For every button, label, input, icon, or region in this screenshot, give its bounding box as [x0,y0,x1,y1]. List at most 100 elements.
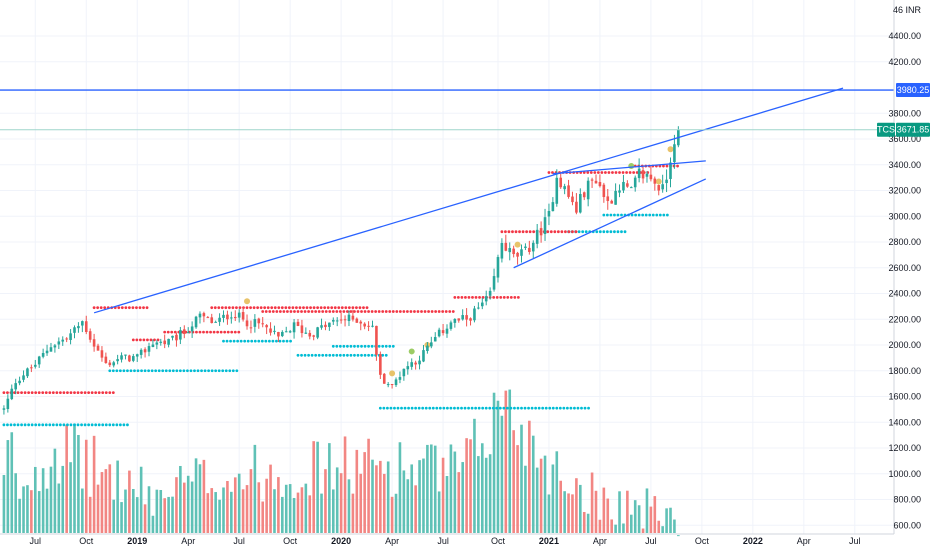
resistance-dot [344,306,348,310]
candle-body [88,331,92,340]
candle-body [629,187,633,189]
candle-body [22,375,25,380]
candle-body [284,331,288,333]
volume-bar [2,475,6,533]
volume-bar [575,478,578,533]
volume-bar [135,497,139,533]
candle-body [300,325,304,334]
trendline[interactable] [552,160,706,175]
support-dot [620,213,623,217]
last-price-badge-bg [896,122,930,137]
volume-bar [194,458,198,533]
signal-dot [408,348,415,355]
resistance-dot [405,310,409,313]
volume-bar [504,390,508,533]
x-tick-label: Apr [797,536,811,546]
support-dot [16,423,20,427]
signal-dot [244,298,251,305]
y-tick-label: 2800.00 [888,237,921,247]
candle-layer [2,126,680,415]
candle-body [582,192,586,198]
resistance-dot [135,338,139,342]
candle-body [49,347,53,352]
candle-body [551,202,555,212]
resistance-dot [282,310,286,313]
volume-bar [320,493,323,533]
resistance-dot [377,310,381,313]
candle-body [92,339,96,347]
support-dot [108,423,112,427]
volume-layer [2,389,680,537]
y-tick-label: 3600.00 [888,134,921,144]
trendline[interactable] [513,178,707,269]
resistance-dot [564,230,567,234]
volume-bar [508,389,512,533]
support-dot [576,406,580,410]
resistance-dot [142,306,145,310]
resistance-dot [277,306,281,310]
resistance-dot [625,171,628,174]
volume-bar [288,484,292,533]
trendline-layer[interactable] [0,87,894,314]
volume-bar [602,487,606,533]
resistance-dot [420,310,423,313]
volume-bar [41,468,45,533]
candle-body [559,177,563,188]
volume-bar [637,505,641,533]
support-dot [651,213,655,217]
support-dot [13,423,16,427]
support-dot [126,369,129,373]
support-dot [171,369,175,373]
trendline[interactable] [93,87,844,314]
support-dot [118,423,122,427]
volume-bar [53,448,57,533]
candle-body [579,194,582,213]
support-dot [9,423,13,427]
volume-bar [45,488,49,533]
volume-bar [528,420,531,533]
candle-body [673,144,676,163]
resistance-dot [384,310,388,313]
candle-body [500,242,504,259]
support-dot [495,406,499,410]
resistance-dot [499,295,503,299]
resistance-dot [145,306,149,310]
candle-body [84,321,88,333]
volume-bar [49,466,53,533]
support-dot [598,230,602,234]
volume-bar [386,461,390,533]
volume-bar [81,488,84,533]
volume-bar [10,432,14,533]
support-dot [389,406,393,410]
support-dot [580,406,583,410]
candle-body [41,352,45,357]
volume-bar [92,435,96,533]
support-dot [616,213,620,217]
candle-body [657,185,661,191]
candle-body [394,379,398,386]
signal-dot [667,146,674,153]
support-dot [207,369,211,373]
resistance-dot [205,330,209,334]
resistance-dot [346,310,349,313]
resistance-dot [286,310,289,313]
candle-body [512,248,515,255]
resistance-dot [310,310,314,313]
volume-bar [167,496,170,533]
support-dot [587,406,590,410]
volume-bar [175,477,178,533]
resistance-dot [30,391,34,395]
resistance-dot [94,391,98,395]
resistance-dot [202,330,205,334]
resistance-dot [511,230,514,234]
support-dot [648,213,652,217]
volume-bar [226,481,229,533]
resistance-dot [34,391,38,395]
volume-bar [398,442,402,533]
candle-body [359,321,363,324]
candle-body [496,257,500,278]
support-dot [356,344,360,348]
resistance-dot [231,306,235,310]
